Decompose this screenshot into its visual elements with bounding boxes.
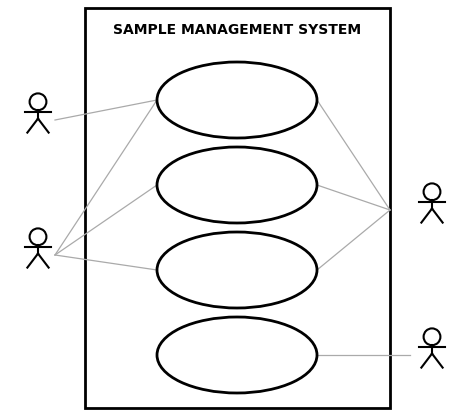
Text: SAMPLE MANAGEMENT SYSTEM: SAMPLE MANAGEMENT SYSTEM <box>113 23 362 37</box>
Ellipse shape <box>157 317 317 393</box>
Ellipse shape <box>157 62 317 138</box>
Bar <box>85 8 390 408</box>
Ellipse shape <box>157 232 317 308</box>
Ellipse shape <box>157 147 317 223</box>
